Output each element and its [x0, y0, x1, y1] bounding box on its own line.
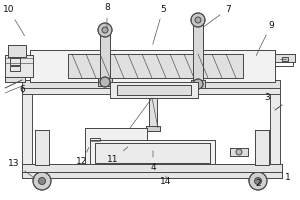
Text: 9: 9	[256, 21, 274, 56]
Text: 7: 7	[204, 4, 231, 26]
Circle shape	[102, 27, 108, 33]
Circle shape	[98, 23, 112, 37]
Bar	[30, 50, 275, 82]
Bar	[5, 77, 25, 82]
Bar	[230, 148, 248, 156]
Bar	[5, 55, 33, 77]
Bar	[149, 98, 157, 128]
Bar	[85, 128, 147, 166]
Bar	[5, 77, 25, 82]
Bar	[98, 78, 112, 86]
Bar	[5, 55, 33, 77]
Bar	[117, 85, 191, 95]
Text: 3: 3	[264, 94, 274, 108]
Text: 4: 4	[150, 151, 156, 171]
Bar	[90, 138, 100, 144]
Bar	[275, 54, 295, 62]
Bar	[95, 143, 210, 163]
Bar	[255, 130, 269, 165]
Circle shape	[100, 77, 110, 87]
Text: 2: 2	[248, 178, 261, 188]
Circle shape	[195, 17, 201, 23]
Bar	[8, 45, 26, 57]
Text: 1: 1	[282, 173, 291, 182]
Bar	[230, 148, 248, 156]
Bar	[146, 126, 160, 131]
Bar	[98, 78, 112, 86]
Bar	[22, 170, 282, 178]
Circle shape	[38, 178, 46, 184]
Circle shape	[236, 149, 242, 155]
Bar	[193, 22, 203, 84]
Bar	[90, 140, 215, 166]
Bar	[8, 45, 26, 57]
Bar	[85, 128, 147, 166]
Bar	[275, 54, 295, 62]
Text: 5: 5	[153, 4, 166, 44]
Bar	[22, 170, 282, 178]
Bar	[22, 80, 32, 170]
Circle shape	[254, 178, 262, 184]
Bar	[146, 126, 160, 131]
Bar	[149, 98, 157, 128]
Circle shape	[249, 172, 267, 190]
Bar	[68, 54, 243, 78]
Text: 14: 14	[160, 176, 172, 186]
Text: 11: 11	[107, 147, 128, 164]
Bar	[110, 82, 198, 98]
Text: 10: 10	[3, 5, 25, 36]
Bar	[270, 80, 280, 170]
Text: 12: 12	[76, 148, 89, 166]
Bar	[68, 54, 243, 78]
Text: 8: 8	[104, 3, 110, 29]
Bar	[90, 140, 215, 166]
Circle shape	[193, 79, 203, 89]
Bar	[10, 66, 20, 71]
Bar	[282, 57, 288, 61]
Bar	[193, 22, 203, 84]
Circle shape	[33, 172, 51, 190]
Bar	[22, 164, 282, 172]
Bar	[100, 32, 110, 82]
Bar	[35, 130, 49, 165]
Bar	[22, 80, 280, 88]
Bar	[35, 130, 49, 165]
Bar	[30, 50, 275, 82]
Bar	[22, 164, 282, 172]
Bar	[22, 88, 280, 94]
Bar	[191, 80, 205, 88]
Bar	[10, 58, 20, 65]
Text: 6: 6	[19, 86, 25, 95]
Bar	[117, 85, 191, 95]
Bar	[95, 143, 210, 163]
Bar	[100, 32, 110, 82]
Circle shape	[191, 13, 205, 27]
Bar	[255, 130, 269, 165]
Text: 13: 13	[8, 158, 35, 178]
Bar	[191, 80, 205, 88]
Bar	[110, 82, 198, 98]
Bar	[275, 62, 293, 66]
